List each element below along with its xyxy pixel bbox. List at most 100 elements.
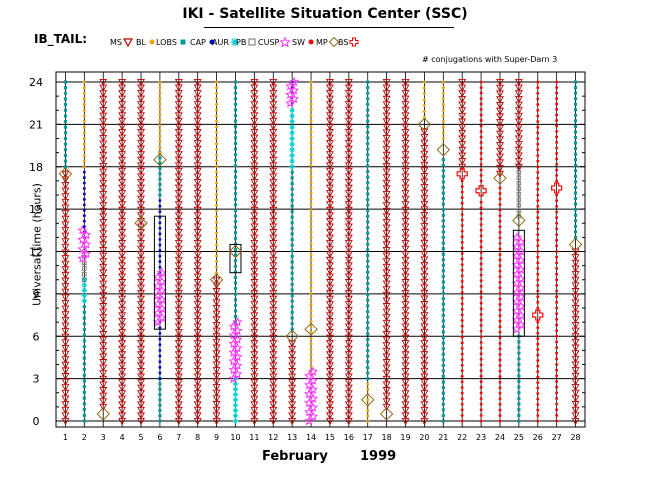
x-tick-label: 2 <box>82 433 87 442</box>
region-marker-sw <box>555 193 559 197</box>
region-marker-lobs <box>158 398 162 402</box>
region-marker-lobs <box>233 169 238 173</box>
region-marker-lobs <box>290 226 294 230</box>
region-marker-bl <box>82 97 86 101</box>
region-marker-sw <box>536 348 540 352</box>
cusp-marker <box>232 325 243 336</box>
region-marker-bl <box>441 131 445 135</box>
region-marker-sw <box>460 352 464 356</box>
cusp-marker <box>228 329 239 340</box>
region-marker-lobs <box>517 402 521 406</box>
region-marker-bl <box>309 147 313 151</box>
cusp-marker <box>303 406 315 417</box>
region-marker-bl <box>422 115 426 119</box>
region-marker-lobs <box>233 236 238 240</box>
region-marker-bl <box>441 108 445 112</box>
region-marker-sw <box>555 162 559 166</box>
region-marker-lobs <box>517 408 521 412</box>
region-marker-lobs <box>441 402 445 406</box>
region-marker-ms <box>325 78 334 87</box>
region-marker-lobs <box>233 136 238 140</box>
region-marker-sw <box>555 300 559 304</box>
region-marker-sw <box>536 408 540 412</box>
region-marker-sw <box>536 125 540 129</box>
region-marker-bl <box>309 203 313 206</box>
region-marker-sw <box>536 342 540 346</box>
region-marker-bl <box>309 247 313 251</box>
cusp-marker <box>303 370 315 381</box>
region-marker-sw <box>555 97 559 100</box>
region-marker-sw <box>498 214 502 218</box>
open-square-icon <box>248 38 256 46</box>
region-marker-sw <box>555 119 559 122</box>
region-marker-bl <box>366 408 370 412</box>
region-marker-lobs <box>573 185 578 189</box>
region-marker-lobs <box>82 333 86 337</box>
region-marker-sw <box>536 375 540 379</box>
region-marker-sw <box>555 146 559 150</box>
cusp-marker <box>232 316 243 327</box>
region-marker-bl <box>422 98 426 102</box>
region-marker-sw <box>460 201 464 205</box>
region-marker-bl <box>215 220 219 224</box>
region-marker-sw <box>555 374 559 378</box>
region-marker-lobs <box>233 119 238 123</box>
cusp-marker <box>289 93 300 104</box>
x-tick-label: 28 <box>570 433 580 442</box>
region-marker-cap <box>82 225 86 228</box>
cusp-marker <box>515 319 526 329</box>
region-marker-pb <box>516 208 522 213</box>
region-marker-bl <box>215 187 219 190</box>
region-marker-sw <box>555 250 559 253</box>
region-marker-bl <box>82 86 86 90</box>
region-marker-aur <box>81 277 87 283</box>
region-marker-bl <box>422 80 426 84</box>
region-marker-sw <box>498 386 502 390</box>
region-marker-bl <box>309 102 313 106</box>
region-marker-bl <box>82 120 86 123</box>
region-marker-sw <box>555 408 559 412</box>
region-marker-sw <box>460 369 464 373</box>
region-marker-sw <box>555 312 559 316</box>
region-marker-bl <box>215 125 219 129</box>
region-marker-sw <box>479 211 483 215</box>
legend-item-bs: BS <box>338 34 359 50</box>
region-marker-sw <box>479 301 483 305</box>
region-marker-bl <box>215 153 219 157</box>
region-marker-lobs <box>366 231 370 235</box>
cusp-marker <box>307 402 319 412</box>
region-marker-lobs <box>441 397 445 401</box>
region-marker-bl <box>158 102 162 106</box>
region-marker-sw <box>555 261 559 265</box>
region-marker-sw <box>460 302 464 306</box>
diamond-icon <box>328 37 339 47</box>
region-marker-lobs <box>82 419 86 423</box>
region-marker-lobs <box>366 114 370 118</box>
region-marker-bl <box>309 186 313 190</box>
region-marker-sw <box>555 113 559 117</box>
region-marker-bl <box>309 242 313 245</box>
region-marker-lobs <box>82 396 86 400</box>
region-marker-bl <box>158 118 162 122</box>
region-marker-lobs <box>366 377 370 381</box>
region-marker-sw <box>555 199 559 203</box>
region-marker-lobs <box>573 152 578 156</box>
x-tick-label: 3 <box>101 433 106 442</box>
region-marker-cap <box>82 197 86 201</box>
region-marker-sw <box>498 219 502 223</box>
region-marker-sw <box>460 386 464 389</box>
region-marker-lobs <box>573 158 578 162</box>
region-marker-lobs <box>441 197 445 201</box>
legend-label-bs: BS <box>338 37 349 47</box>
region-marker-sw <box>555 323 559 327</box>
region-marker-lobs <box>573 224 578 228</box>
region-marker-lobs <box>573 196 578 201</box>
region-marker-bl <box>422 104 426 107</box>
region-marker-lobs <box>441 274 445 279</box>
region-marker-lobs <box>233 102 238 106</box>
region-marker-lobs <box>366 281 370 286</box>
region-marker-lobs <box>290 198 294 202</box>
region-marker-bl <box>309 219 313 223</box>
region-marker-sw <box>536 199 540 203</box>
region-marker-sw <box>555 157 559 161</box>
